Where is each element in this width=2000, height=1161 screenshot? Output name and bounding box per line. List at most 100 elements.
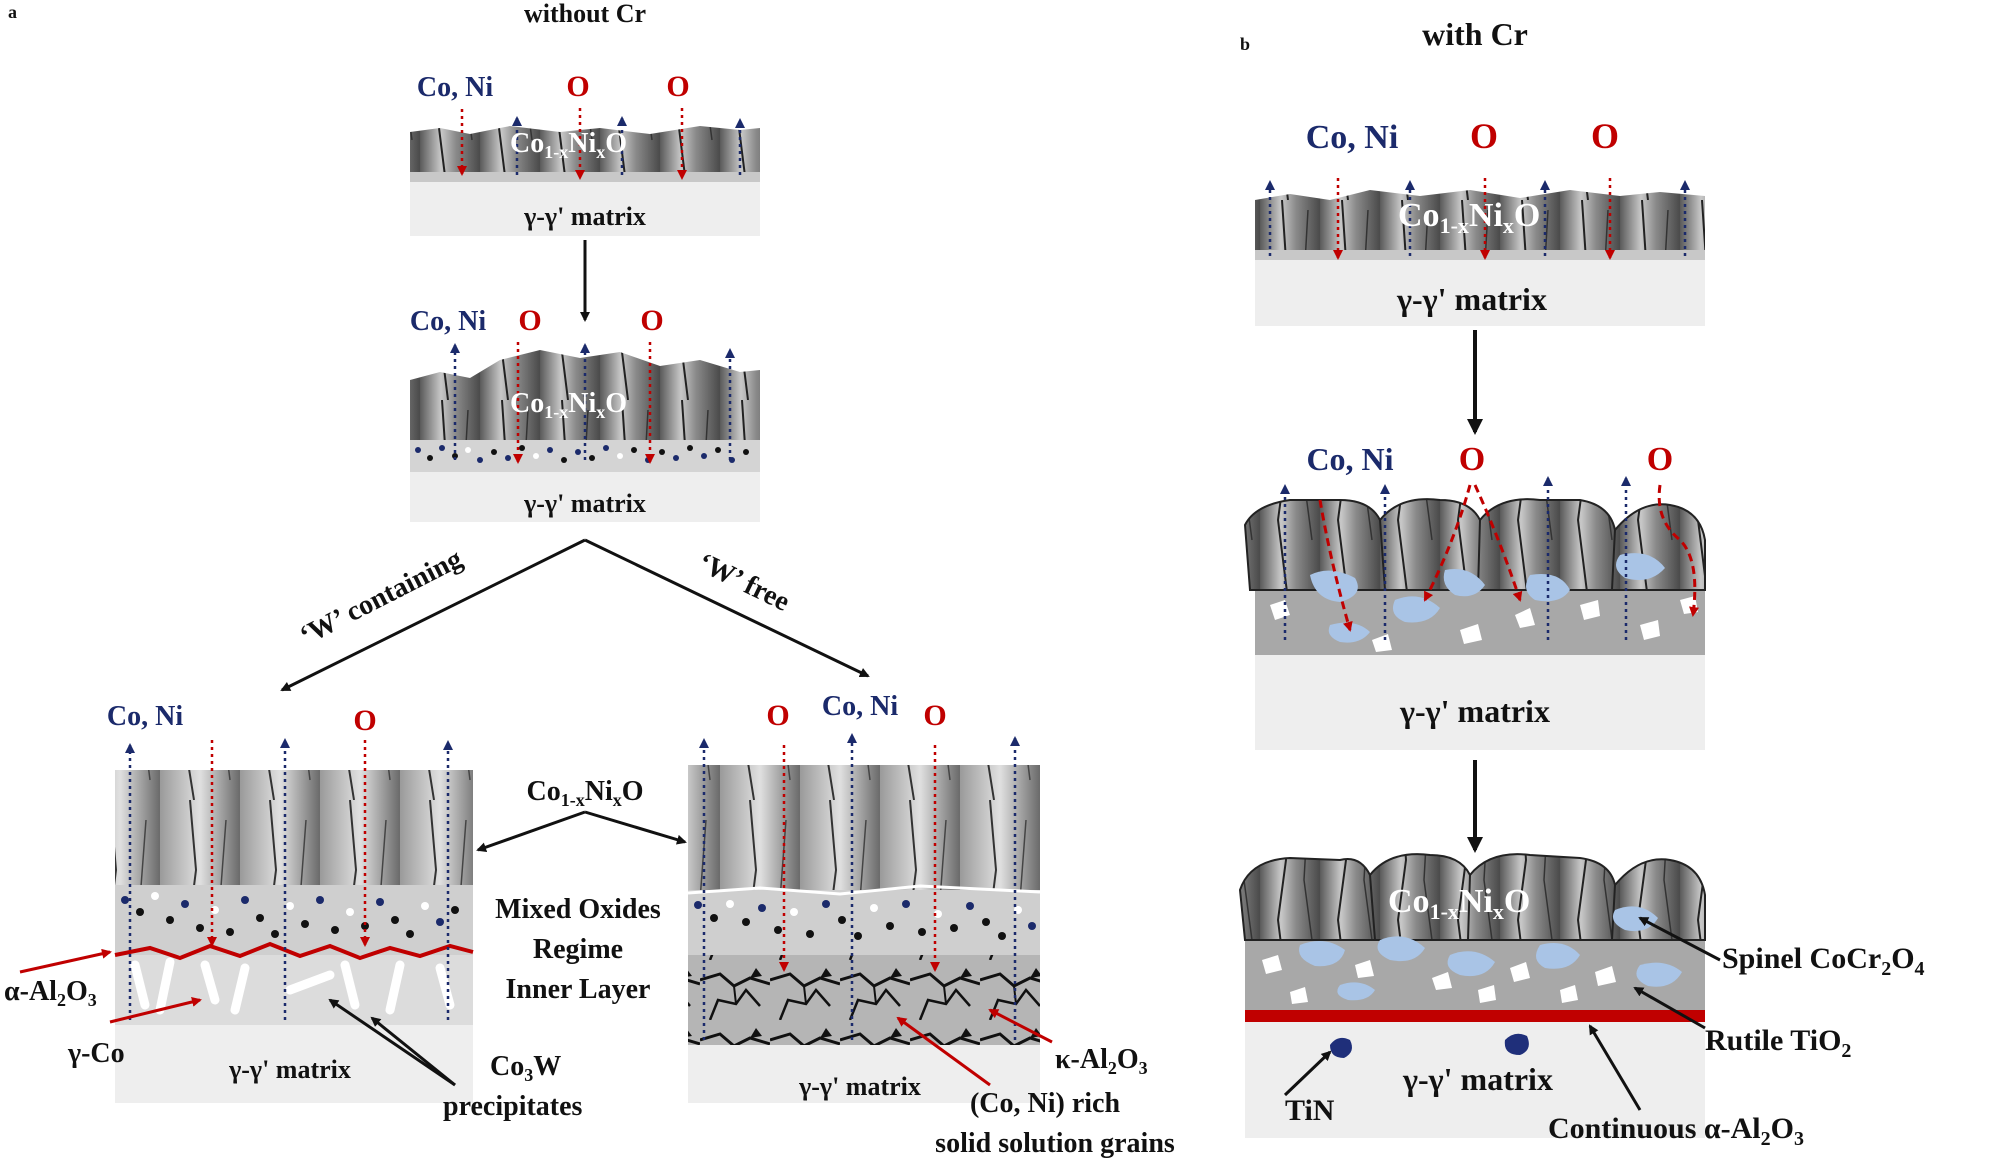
pointer-arrow bbox=[476, 810, 586, 853]
solid-solution-label: (Co, Ni) rich bbox=[970, 1088, 1121, 1119]
matrix-label: γ-γ' matrix bbox=[1396, 281, 1547, 317]
matrix-label: γ-γ' matrix bbox=[523, 202, 646, 231]
oxide-scale bbox=[410, 126, 760, 182]
alpha-alumina-label: α-Al2O3 bbox=[4, 976, 97, 1010]
particle-layer bbox=[694, 900, 1036, 940]
regime-label: Regime bbox=[533, 934, 623, 965]
branch-arrow-left bbox=[280, 538, 586, 692]
branch-label-w-free: ‘W’ free bbox=[693, 547, 794, 618]
spinel-label: Spinel CoCr2O4 bbox=[1722, 942, 1925, 980]
interface-layer bbox=[1255, 250, 1705, 260]
matrix-layer bbox=[115, 1025, 473, 1103]
pointer-arrow bbox=[896, 1016, 991, 1087]
matrix-label: γ-γ' matrix bbox=[1402, 1061, 1553, 1097]
matrix-layer bbox=[688, 1045, 1040, 1103]
matrix-label: γ-γ' matrix bbox=[798, 1072, 921, 1101]
alumina-line bbox=[114, 941, 474, 961]
oxide-scale bbox=[115, 770, 473, 885]
oxide-formula: Co1-xNixO bbox=[510, 128, 627, 162]
white-grains bbox=[1262, 955, 1616, 1004]
oxygen-label: O bbox=[1470, 116, 1498, 156]
oxygen-arrow bbox=[1657, 484, 1699, 617]
pointer-arrow bbox=[109, 997, 202, 1024]
panel-b-title: with Cr bbox=[1422, 16, 1528, 52]
kappa-alumina-label: κ-Al2O3 bbox=[1055, 1044, 1148, 1078]
precipitates-label: precipitates bbox=[443, 1091, 583, 1122]
interface-layer bbox=[410, 172, 760, 182]
matrix-label: γ-γ' matrix bbox=[1399, 693, 1550, 729]
panel-a-w-containing-stage: Co, Ni O γ bbox=[107, 701, 474, 1103]
center-oxide-formula: Co1-xNixO bbox=[526, 776, 643, 810]
white-grains bbox=[1270, 596, 1698, 652]
species-label: Co, Ni bbox=[107, 701, 183, 732]
oxygen-arrow bbox=[1318, 499, 1353, 632]
oxygen-label: O bbox=[1647, 441, 1673, 478]
particle-layer bbox=[415, 445, 749, 463]
species-label: Co, Ni bbox=[822, 691, 898, 722]
panel-a-letter: a bbox=[8, 2, 17, 22]
oxygen-label: O bbox=[666, 70, 689, 103]
oxygen-label: O bbox=[923, 699, 946, 732]
matrix-label: γ-γ' matrix bbox=[523, 489, 646, 518]
matrix-layer bbox=[410, 470, 760, 522]
oxygen-label: O bbox=[566, 70, 589, 103]
solid-solution-label-2: solid solution grains bbox=[935, 1128, 1175, 1159]
panel-a-stage1: Co, Ni O O Co1-xNixO γ-γ' matrix bbox=[410, 70, 760, 236]
continuous-alumina-label: Continuous α-Al2O3 bbox=[1548, 1112, 1804, 1150]
oxygen-label: O bbox=[1459, 441, 1485, 478]
oxygen-label: O bbox=[353, 704, 376, 737]
panel-b-stage3: Co1-xNixO γ-γ' matrix bbox=[1238, 853, 1706, 1138]
oxygen-arrow bbox=[1423, 484, 1472, 602]
branch-label-w-containing: ‘W’ containing bbox=[295, 543, 467, 651]
pointer-arrow bbox=[328, 998, 456, 1087]
inner-layer-label: Inner Layer bbox=[506, 974, 651, 1005]
particle-layer bbox=[121, 892, 459, 938]
tin-particle bbox=[1330, 1037, 1352, 1058]
panel-a-title: without Cr bbox=[524, 0, 646, 28]
panel-a-w-free-stage: O Co, Ni O γ-γ' matrix bbox=[687, 691, 1041, 1103]
branch-arrow-right bbox=[584, 538, 870, 678]
panel-b-letter: b bbox=[1240, 34, 1250, 54]
pointer-arrow bbox=[19, 948, 112, 974]
matrix-layer bbox=[410, 180, 760, 236]
gamma-co-label: γ-Co bbox=[67, 1038, 125, 1069]
pointer-arrow bbox=[1633, 986, 1706, 1030]
oxygen-label: O bbox=[766, 699, 789, 732]
oxide-formula: Co1-xNixO bbox=[1388, 883, 1530, 924]
pointer-arrow bbox=[370, 1016, 456, 1087]
oxygen-label: O bbox=[518, 304, 541, 337]
matrix-layer bbox=[1255, 655, 1705, 750]
oxygen-arrow bbox=[1473, 484, 1523, 602]
co3w-precipitates bbox=[130, 957, 455, 1015]
matrix-layer bbox=[1245, 1020, 1705, 1138]
pointer-arrow bbox=[988, 1008, 1053, 1044]
oxide-formula: Co1-xNixO bbox=[510, 388, 627, 422]
pointer-arrow bbox=[1283, 1050, 1332, 1097]
matrix-label: γ-γ' matrix bbox=[228, 1055, 351, 1084]
species-label: Co, Ni bbox=[1306, 119, 1399, 156]
rutile-label: Rutile TiO2 bbox=[1705, 1024, 1851, 1062]
species-label: Co, Ni bbox=[410, 306, 486, 337]
continuous-alumina-layer bbox=[1245, 1010, 1705, 1022]
oxide-scale bbox=[1238, 853, 1706, 941]
panel-b-stage1: Co, Ni O O Co1-xNixO γ-γ' matrix bbox=[1255, 116, 1705, 326]
interface-line bbox=[687, 884, 1041, 896]
panel-a-stage2: Co, Ni O O Co1-xNixO γ-γ' matrix bbox=[410, 304, 760, 522]
oxygen-label: O bbox=[1591, 116, 1619, 156]
mixed-oxides-label: Mixed Oxides bbox=[495, 894, 661, 925]
tin-particle bbox=[1504, 1033, 1529, 1055]
pointer-arrow bbox=[584, 810, 687, 845]
co3w-label: Co3W bbox=[490, 1051, 561, 1085]
oxide-scale bbox=[1243, 498, 1706, 591]
pointer-arrow bbox=[1638, 916, 1721, 962]
oxide-scale bbox=[1255, 190, 1705, 260]
tin-label: TiN bbox=[1285, 1094, 1335, 1127]
pointer-arrow bbox=[1588, 1024, 1642, 1111]
species-label: Co, Ni bbox=[417, 72, 493, 103]
oxide-scale bbox=[410, 350, 760, 445]
oxide-scale bbox=[688, 765, 1040, 890]
spinel-grains bbox=[1310, 553, 1665, 643]
mixed-oxide-layer bbox=[115, 885, 473, 955]
oxygen-label: O bbox=[640, 304, 663, 337]
species-label: Co, Ni bbox=[1306, 441, 1393, 477]
